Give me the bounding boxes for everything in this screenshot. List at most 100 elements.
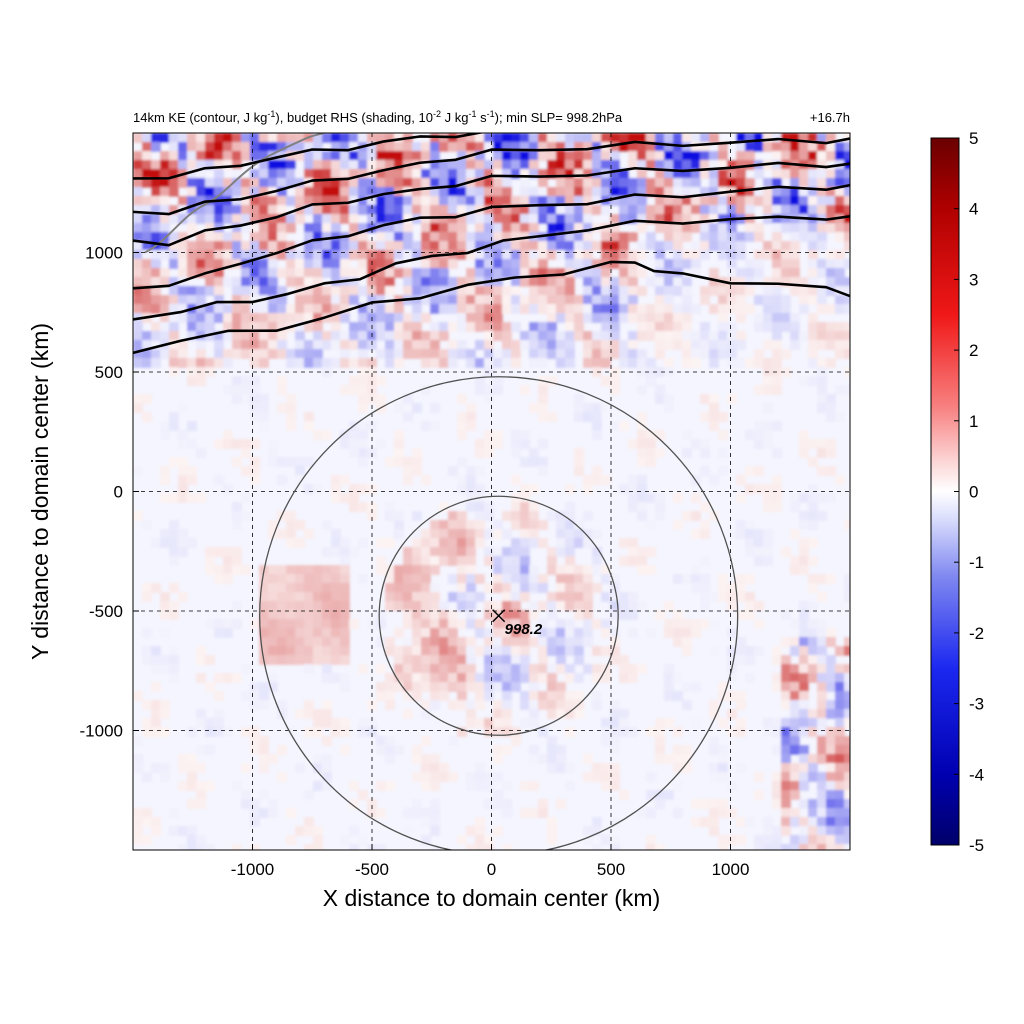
shade-cell [277, 214, 287, 224]
shade-cell [583, 151, 593, 161]
shade-cell [205, 727, 215, 737]
shade-cell [574, 574, 584, 584]
shade-cell [403, 619, 413, 629]
shade-cell [160, 133, 170, 143]
y-tick-label: 500 [95, 363, 123, 382]
shade-cell [547, 160, 557, 170]
shade-cell [547, 349, 557, 359]
shade-cell [826, 133, 836, 143]
shade-cell [214, 133, 224, 143]
shade-cell [475, 511, 485, 521]
shade-cell [466, 520, 476, 530]
shade-cell [394, 358, 404, 368]
shade-cell [376, 295, 386, 305]
shade-cell [799, 637, 809, 647]
shade-cell [268, 277, 278, 287]
shade-cell [574, 295, 584, 305]
shade-cell [295, 295, 305, 305]
shade-cell [790, 781, 800, 791]
shade-cell [448, 205, 458, 215]
shade-cell [565, 169, 575, 179]
shade-cell [502, 133, 512, 143]
shade-cell [547, 709, 557, 719]
shade-cell [727, 583, 737, 593]
shade-cell [466, 313, 476, 323]
shade-cell [457, 691, 467, 701]
shade-cell [844, 295, 850, 305]
shade-cell [475, 628, 485, 638]
shade-cell [790, 718, 800, 728]
shade-cell [286, 214, 296, 224]
shade-cell [493, 277, 503, 287]
shade-cell [772, 826, 782, 836]
shade-cell [646, 187, 656, 197]
shade-cell [727, 781, 737, 791]
shade-cell [412, 322, 422, 332]
shade-cell [484, 646, 494, 656]
shade-cell [646, 448, 656, 458]
shade-cell [277, 178, 287, 188]
shade-cell [232, 511, 242, 521]
shade-cell [664, 304, 674, 314]
shade-cell [700, 556, 710, 566]
shade-cell [196, 151, 206, 161]
shade-cell [232, 349, 242, 359]
shade-cell [529, 142, 539, 152]
shade-cell [160, 727, 170, 737]
shade-cell [331, 340, 341, 350]
shade-cell [313, 727, 323, 737]
shade-cell [817, 439, 827, 449]
shade-cell [241, 142, 251, 152]
shade-cell [709, 268, 719, 278]
shade-cell [547, 142, 557, 152]
shade-cell [466, 583, 476, 593]
shade-cell [250, 619, 260, 629]
shade-cell [655, 133, 665, 143]
shade-cell [205, 682, 215, 692]
shade-cell [403, 592, 413, 602]
shade-cell [511, 223, 521, 233]
shade-cell [709, 826, 719, 836]
shade-cell [799, 700, 809, 710]
shade-cell [475, 835, 485, 845]
shade-cell [295, 565, 305, 575]
shade-cell [349, 295, 359, 305]
shade-cell [709, 646, 719, 656]
shade-cell [142, 277, 152, 287]
shade-cell [718, 754, 728, 764]
shade-cell [619, 592, 629, 602]
shade-cell [322, 664, 332, 674]
shade-cell [421, 601, 431, 611]
shade-cell [817, 286, 827, 296]
shade-cell [376, 637, 386, 647]
shade-cell [637, 349, 647, 359]
shade-cell [673, 745, 683, 755]
shade-cell [502, 637, 512, 647]
shade-cell [637, 556, 647, 566]
shade-cell [466, 673, 476, 683]
shade-cell [664, 664, 674, 674]
shade-cell [709, 178, 719, 188]
shade-cell [448, 538, 458, 548]
shade-cell [430, 583, 440, 593]
shade-cell [808, 763, 818, 773]
shade-cell [556, 178, 566, 188]
shade-cell [745, 178, 755, 188]
shade-cell [322, 295, 332, 305]
shade-cell [682, 286, 692, 296]
shade-cell [493, 754, 503, 764]
shade-cell [799, 835, 809, 845]
shade-cell [196, 259, 206, 269]
shade-cell [718, 232, 728, 242]
shade-cell [700, 412, 710, 422]
shade-cell [529, 808, 539, 818]
shade-cell [340, 358, 350, 368]
shade-cell [736, 583, 746, 593]
shade-cell [826, 394, 836, 404]
shade-cell [565, 133, 575, 143]
shade-cell [160, 529, 170, 539]
shade-cell [601, 781, 611, 791]
shade-cell [637, 484, 647, 494]
shade-cell [781, 745, 791, 755]
shade-cell [556, 340, 566, 350]
